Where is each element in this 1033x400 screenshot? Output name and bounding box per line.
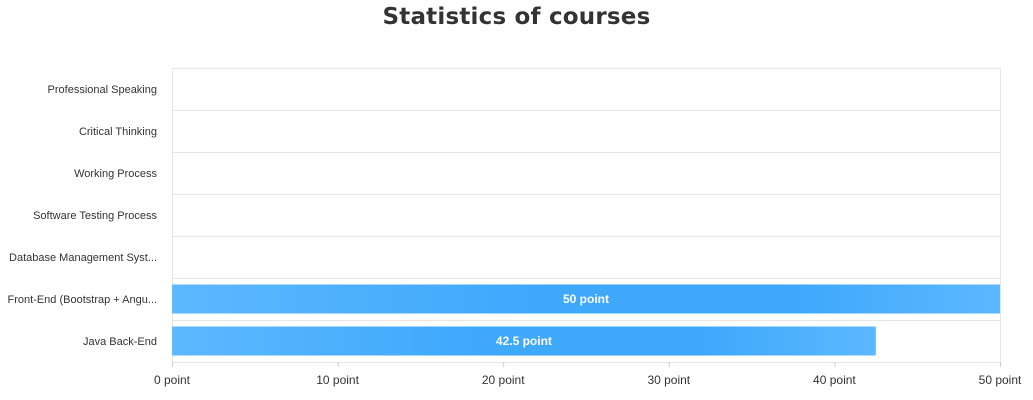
x-tick-label: 30 point — [647, 373, 690, 387]
bar[interactable] — [172, 284, 1000, 314]
category-label: Professional Speaking — [48, 84, 157, 96]
category-label: Software Testing Process — [33, 210, 157, 222]
data-label: 42.5 point — [496, 334, 552, 348]
x-tick-label: 0 point — [154, 373, 191, 387]
bars — [172, 284, 1000, 356]
x-tick-label: 20 point — [482, 373, 525, 387]
category-label: Front-End (Bootstrap + Angu... — [8, 294, 158, 306]
category-label: Critical Thinking — [79, 126, 157, 138]
category-label: Java Back-End — [83, 336, 157, 348]
grid-lines — [172, 68, 1001, 363]
x-tick-label: 50 point — [979, 373, 1022, 387]
x-tick-label: 40 point — [813, 373, 856, 387]
x-tick-label: 10 point — [316, 373, 359, 387]
category-label: Working Process — [74, 168, 157, 180]
data-labels: 50 point 42.5 point — [496, 292, 609, 348]
data-label: 50 point — [563, 292, 609, 306]
category-labels: Professional Speaking Critical Thinking Wo… — [8, 84, 158, 348]
category-label: Database Management Syst... — [9, 252, 157, 264]
chart-title: Statistics of courses — [382, 4, 651, 30]
bar[interactable] — [172, 326, 876, 356]
x-axis-ticks: 0 point 10 point 20 point 30 point 40 point 5… — [154, 362, 1022, 387]
